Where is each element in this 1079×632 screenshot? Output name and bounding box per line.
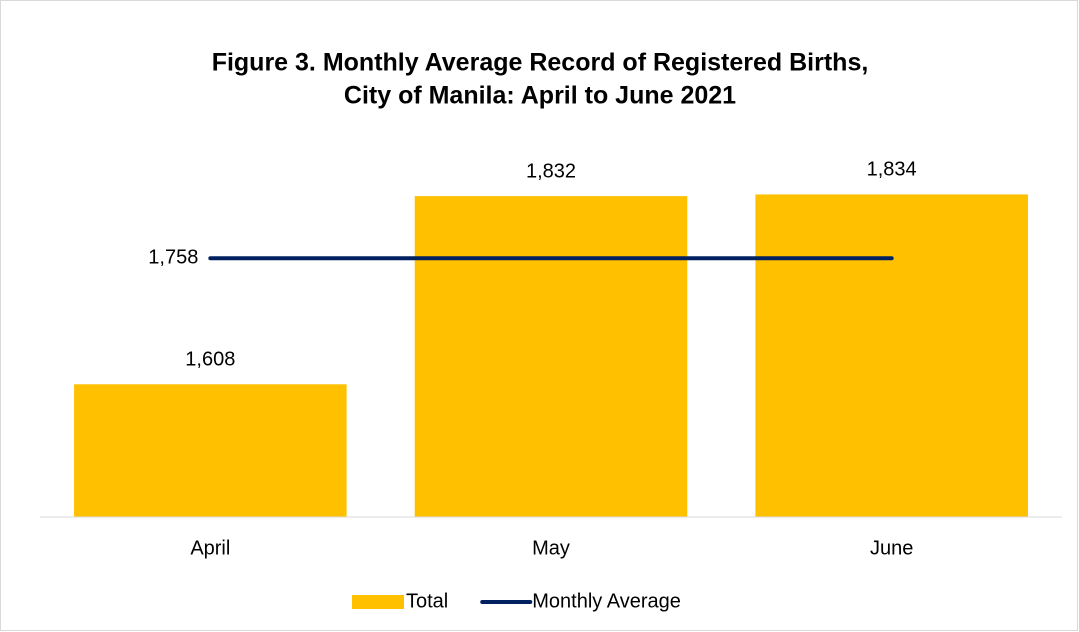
x-tick-label: June <box>870 537 913 559</box>
data-label: 1,832 <box>526 160 576 182</box>
data-label: 1,608 <box>185 349 235 371</box>
bar <box>755 194 1028 517</box>
x-tick-label: May <box>532 537 570 559</box>
x-tick-label: April <box>190 537 230 559</box>
chart-title: Figure 3. Monthly Average Record of Regi… <box>212 49 869 77</box>
legend-label: Monthly Average <box>532 590 681 612</box>
legend-label: Total <box>406 590 448 612</box>
data-label: 1,834 <box>867 159 917 181</box>
chart-title: City of Manila: April to June 2021 <box>344 82 736 110</box>
bar <box>414 196 688 517</box>
bar <box>74 384 347 517</box>
legend-swatch <box>352 595 404 609</box>
data-label: 1,758 <box>148 247 198 269</box>
